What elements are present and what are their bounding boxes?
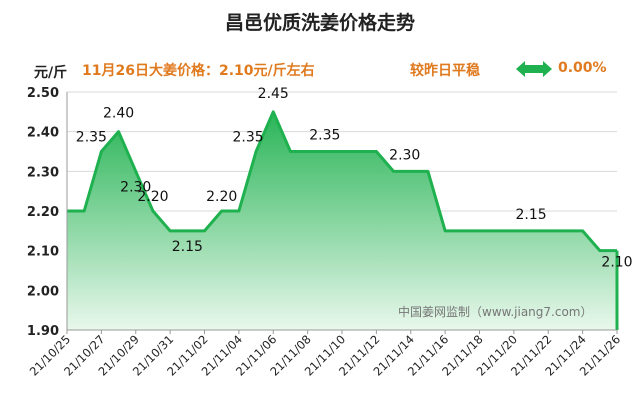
- area-fill: [67, 111, 617, 330]
- data-label: 2.30: [389, 147, 420, 163]
- area-series: [66, 110, 619, 330]
- chart-title: 昌邑优质洗姜价格走势: [224, 12, 415, 34]
- y-tick-label: 2.50: [27, 86, 59, 101]
- y-tick-label: 2.10: [27, 245, 59, 260]
- data-label: 2.35: [76, 130, 107, 146]
- data-label: 2.45: [258, 86, 289, 102]
- data-label: 2.35: [309, 128, 340, 144]
- y-axis-unit: 元/斤: [34, 65, 68, 81]
- data-label: 2.35: [232, 130, 263, 146]
- data-label: 2.20: [206, 189, 237, 205]
- y-tick-label: 1.90: [27, 324, 59, 339]
- y-tick-label: 2.40: [27, 126, 59, 141]
- data-label: 2.15: [172, 239, 203, 255]
- change-label: 较昨日平稳: [410, 63, 480, 79]
- data-label: 2.30: [120, 179, 151, 195]
- data-label: 2.40: [103, 106, 134, 122]
- y-tick-label: 2.30: [27, 165, 59, 180]
- data-labels: 2.352.402.302.202.152.202.352.452.352.30…: [76, 86, 633, 271]
- y-tick-label: 2.20: [27, 205, 59, 220]
- change-percent: 0.00%: [558, 60, 607, 76]
- watermark: 中国姜网监制（www.jiang7.com）: [398, 304, 592, 319]
- price-info: 11月26日大姜价格：2.10元/斤左右: [82, 63, 315, 79]
- y-tick-label: 2.00: [27, 284, 59, 299]
- data-label: 2.20: [137, 189, 168, 205]
- double-arrow-icon: [516, 61, 552, 77]
- data-label: 2.15: [515, 207, 546, 223]
- data-label: 2.10: [601, 255, 632, 271]
